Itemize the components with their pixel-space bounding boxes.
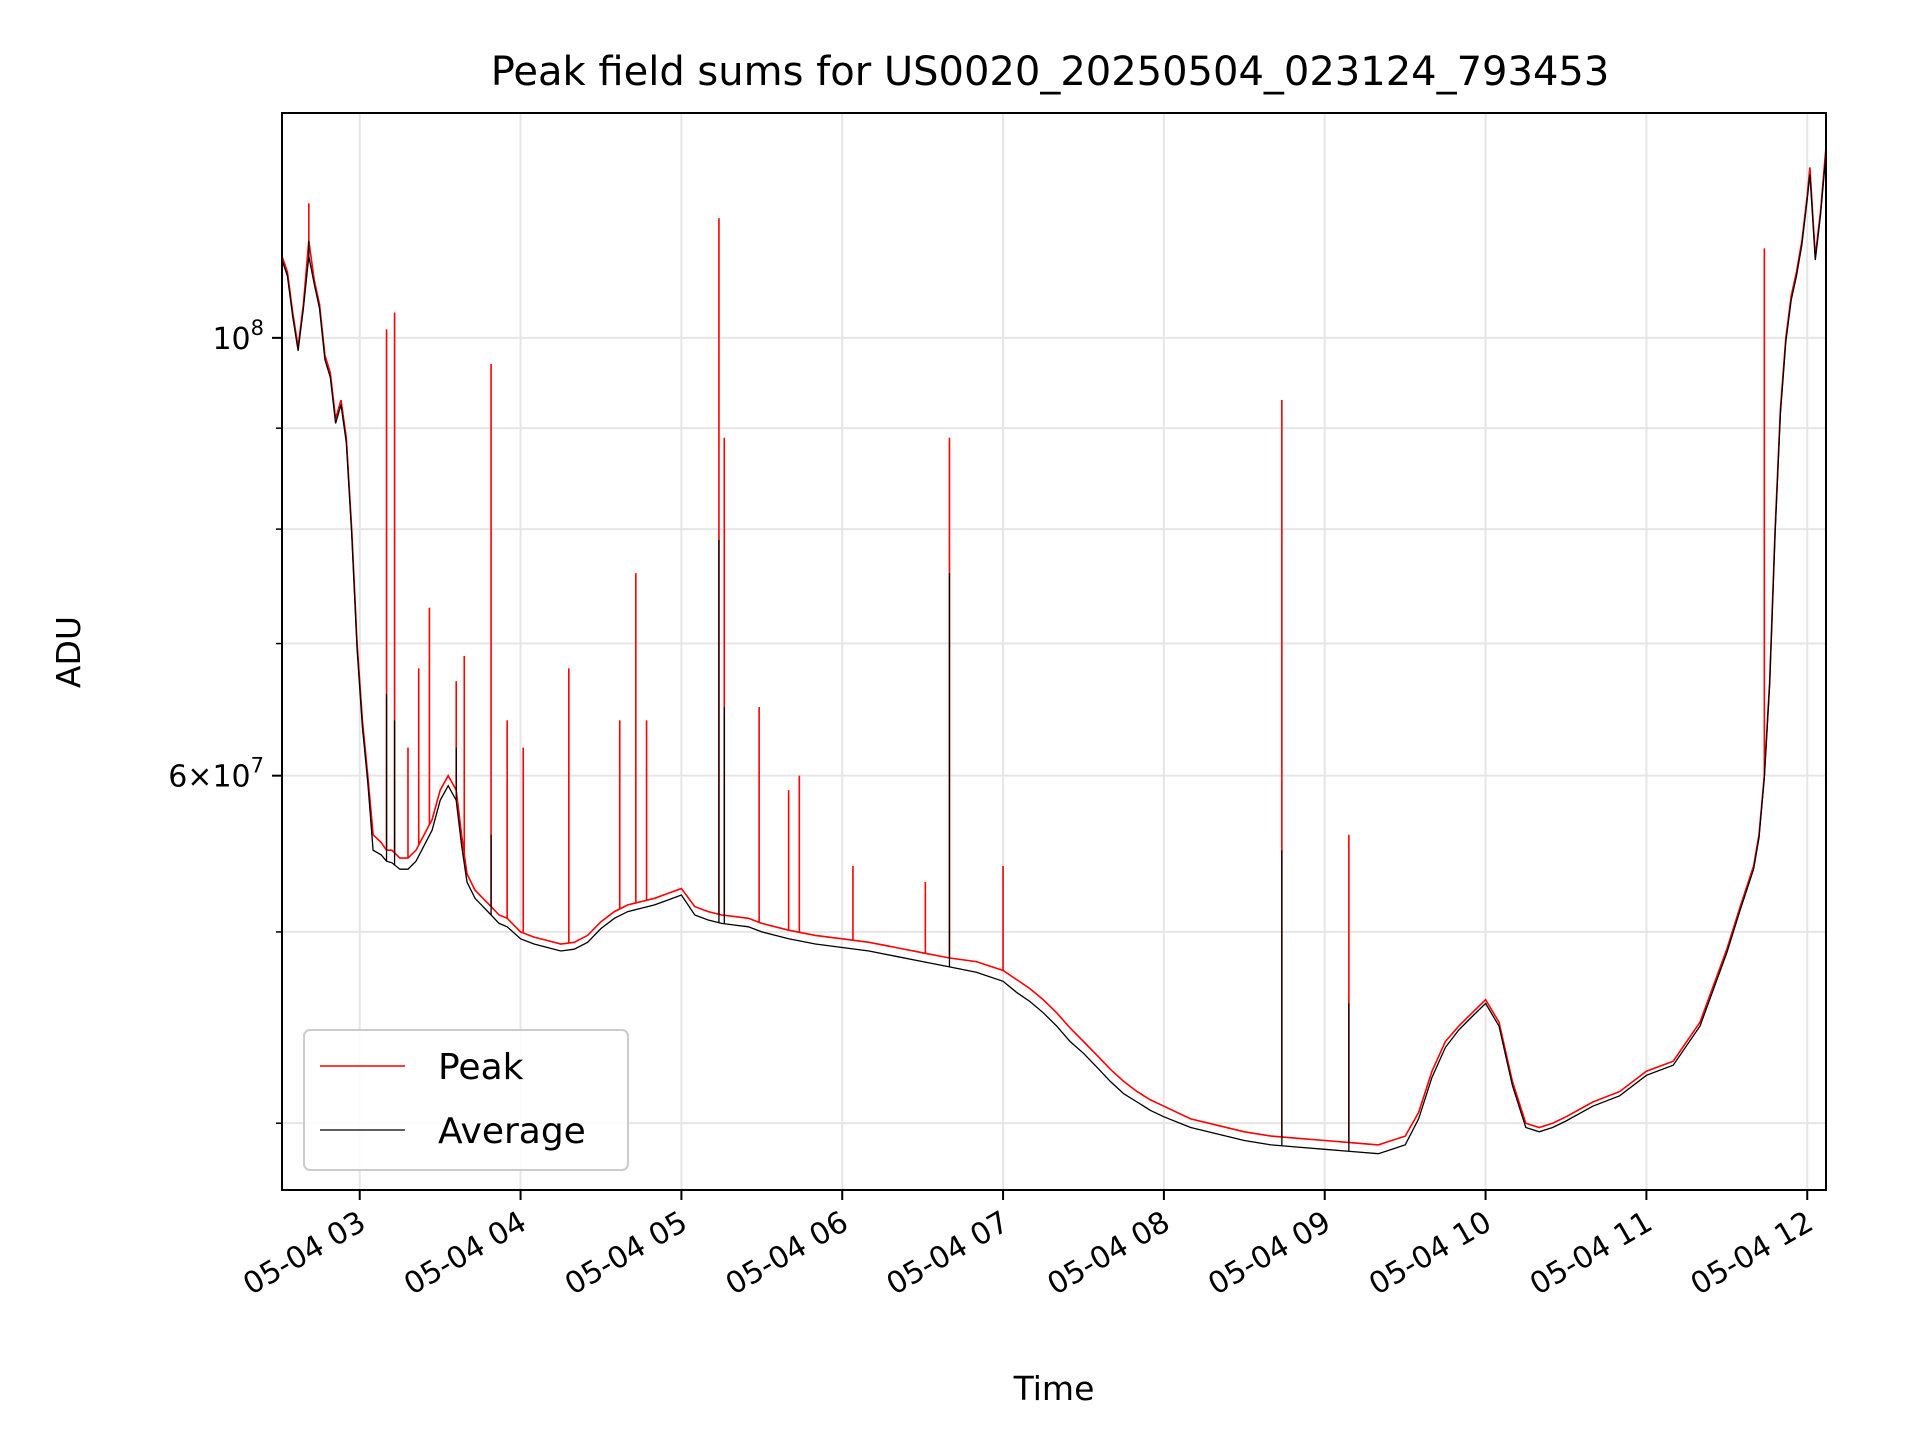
x-axis-label: Time [1013, 1369, 1095, 1408]
legend-label-average: Average [438, 1111, 586, 1152]
grid-lines [282, 113, 1826, 1190]
y-tick-label: 6×107 [168, 754, 264, 795]
y-tick-label: 108 [212, 316, 264, 357]
legend: Peak Average [303, 1029, 629, 1171]
y-axis-label: ADU [49, 616, 88, 688]
legend-label-peak: Peak [438, 1047, 524, 1088]
y-axis-ticks: 108 6×107 [168, 316, 282, 1124]
chart-title: Peak field sums for US0020_20250504_0231… [491, 49, 1610, 95]
series-line-peak [281, 146, 1827, 1146]
plot-frame [281, 112, 1827, 1191]
series-line-average [281, 153, 1827, 1155]
series-layer [281, 146, 1827, 1155]
legend-box [303, 1029, 629, 1171]
spikes-average [308, 240, 1350, 1152]
